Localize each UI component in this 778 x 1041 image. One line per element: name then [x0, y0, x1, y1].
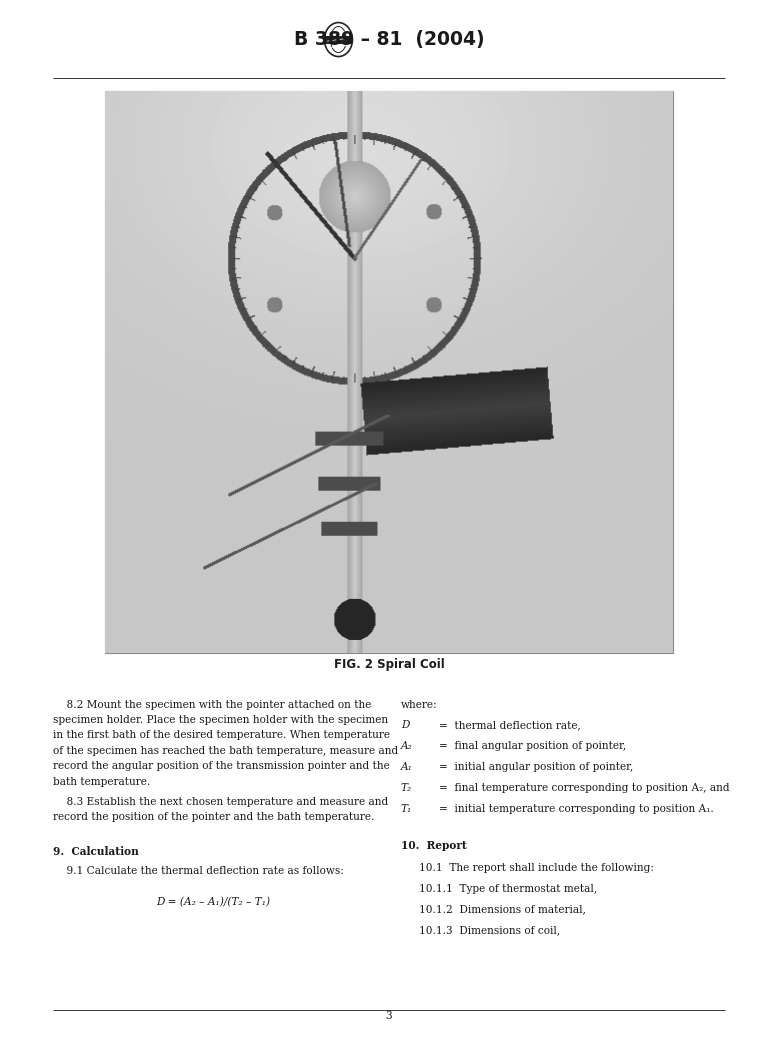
Text: record the angular position of the transmission pointer and the: record the angular position of the trans… — [53, 761, 390, 771]
Text: 10.1.2  Dimensions of material,: 10.1.2 Dimensions of material, — [419, 905, 586, 914]
Text: 10.1.3  Dimensions of coil,: 10.1.3 Dimensions of coil, — [419, 925, 560, 935]
Text: =  thermal deflection rate,: = thermal deflection rate, — [439, 720, 580, 731]
Text: =  final angular position of pointer,: = final angular position of pointer, — [439, 741, 626, 752]
Text: D = (A₂ – A₁)/(T₂ – T₁): D = (A₂ – A₁)/(T₂ – T₁) — [156, 896, 270, 907]
Text: D: D — [401, 720, 409, 731]
Text: =  initial temperature corresponding to position A₁.: = initial temperature corresponding to p… — [439, 804, 713, 814]
Text: bath temperature.: bath temperature. — [53, 777, 150, 787]
Text: 3: 3 — [386, 1011, 392, 1021]
Text: 10.  Report: 10. Report — [401, 840, 467, 850]
Text: FIG. 2 Spiral Coil: FIG. 2 Spiral Coil — [334, 658, 444, 670]
Text: 10.1  The report shall include the following:: 10.1 The report shall include the follow… — [419, 863, 654, 872]
Text: 8.2 Mount the specimen with the pointer attached on the: 8.2 Mount the specimen with the pointer … — [53, 700, 371, 710]
Text: A₂: A₂ — [401, 741, 412, 752]
Text: 10.1.1  Type of thermostat metal,: 10.1.1 Type of thermostat metal, — [419, 884, 597, 893]
Text: A₁: A₁ — [401, 762, 412, 772]
Text: 9.  Calculation: 9. Calculation — [53, 846, 138, 857]
Text: B 389 – 81  (2004): B 389 – 81 (2004) — [293, 30, 485, 49]
Text: in the first bath of the desired temperature. When temperature: in the first bath of the desired tempera… — [53, 731, 390, 740]
Text: =  initial angular position of pointer,: = initial angular position of pointer, — [439, 762, 633, 772]
Text: =  final temperature corresponding to position A₂, and: = final temperature corresponding to pos… — [439, 783, 729, 793]
Text: specimen holder. Place the specimen holder with the specimen: specimen holder. Place the specimen hold… — [53, 715, 388, 725]
Text: 8.3 Establish the next chosen temperature and measure and: 8.3 Establish the next chosen temperatur… — [53, 796, 388, 807]
Text: T₁: T₁ — [401, 804, 412, 814]
Text: 9.1 Calculate the thermal deflection rate as follows:: 9.1 Calculate the thermal deflection rat… — [53, 866, 344, 875]
Text: record the position of the pointer and the bath temperature.: record the position of the pointer and t… — [53, 812, 374, 822]
Text: T₂: T₂ — [401, 783, 412, 793]
Text: of the specimen has reached the bath temperature, measure and: of the specimen has reached the bath tem… — [53, 745, 398, 756]
Text: where:: where: — [401, 700, 437, 710]
Bar — [324, 35, 352, 44]
Bar — [105, 91, 673, 653]
